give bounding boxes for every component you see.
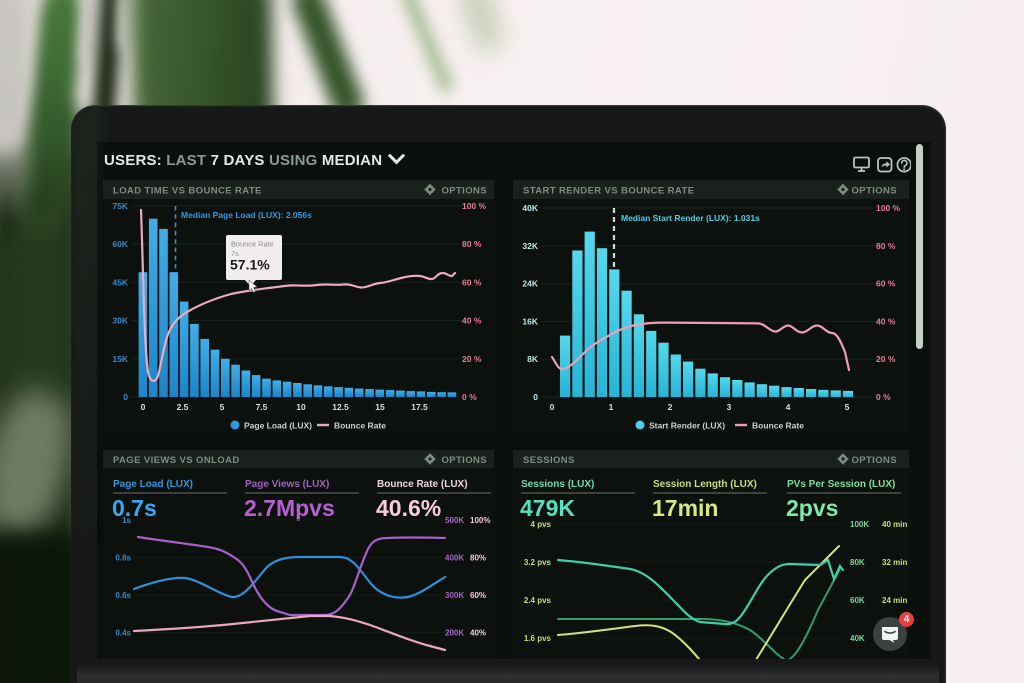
svg-text:40.6%: 40.6%: [376, 495, 441, 521]
svg-text:5: 5: [220, 402, 225, 412]
svg-text:PVs Per Session (LUX): PVs Per Session (LUX): [787, 479, 895, 490]
svg-text:100 %: 100 %: [876, 203, 901, 213]
svg-text:4: 4: [786, 402, 791, 412]
svg-text:Page Load (LUX): Page Load (LUX): [113, 479, 193, 490]
svg-text:7.5: 7.5: [256, 402, 268, 412]
svg-text:17min: 17min: [652, 495, 718, 521]
svg-text:1: 1: [609, 402, 614, 412]
svg-text:Bounce Rate: Bounce Rate: [752, 421, 804, 431]
svg-text:0 %: 0 %: [876, 392, 891, 402]
svg-text:40K: 40K: [850, 634, 865, 643]
svg-text:Bounce Rate: Bounce Rate: [334, 421, 386, 431]
svg-text:60K: 60K: [112, 239, 128, 249]
svg-text:3.2 pvs: 3.2 pvs: [524, 558, 552, 567]
svg-text:200K: 200K: [445, 629, 464, 638]
svg-text:0.4s: 0.4s: [115, 629, 131, 638]
svg-text:0 %: 0 %: [462, 392, 477, 402]
svg-text:7s: 7s: [231, 249, 239, 258]
svg-text:60K: 60K: [850, 596, 865, 605]
svg-text:40 %: 40 %: [462, 316, 482, 326]
svg-text:Page Views (LUX): Page Views (LUX): [245, 479, 329, 490]
svg-text:Session Length (LUX): Session Length (LUX): [653, 479, 757, 490]
svg-text:32 min: 32 min: [882, 558, 907, 567]
svg-text:40 %: 40 %: [876, 316, 896, 326]
svg-text:Bounce Rate (LUX): Bounce Rate (LUX): [377, 479, 468, 490]
svg-text:80 %: 80 %: [462, 239, 482, 249]
svg-text:OPTIONS: OPTIONS: [441, 455, 487, 466]
svg-text:1.6 pvs: 1.6 pvs: [524, 634, 552, 643]
svg-text:45K: 45K: [112, 277, 128, 287]
svg-text:SESSIONS: SESSIONS: [523, 455, 575, 466]
svg-text:2.5: 2.5: [177, 402, 189, 412]
svg-text:80K: 80K: [850, 558, 865, 567]
svg-text:24 min: 24 min: [882, 596, 907, 605]
svg-text:8K: 8K: [527, 354, 539, 364]
svg-text:12.5: 12.5: [332, 402, 349, 412]
svg-text:60 %: 60 %: [462, 277, 482, 287]
svg-text:80%: 80%: [470, 554, 486, 563]
svg-text:100%: 100%: [470, 516, 490, 525]
svg-text:20 %: 20 %: [462, 354, 482, 364]
svg-text:PAGE VIEWS VS ONLOAD: PAGE VIEWS VS ONLOAD: [113, 455, 240, 466]
svg-text:3: 3: [727, 402, 732, 412]
svg-text:0: 0: [123, 392, 128, 402]
svg-text:0: 0: [550, 402, 555, 412]
svg-text:40%: 40%: [470, 629, 486, 638]
svg-text:2: 2: [668, 402, 673, 412]
svg-text:OPTIONS: OPTIONS: [851, 186, 897, 197]
svg-text:Sessions (LUX): Sessions (LUX): [521, 479, 594, 490]
svg-text:400K: 400K: [445, 554, 464, 563]
svg-text:0.8s: 0.8s: [115, 554, 131, 563]
svg-text:START RENDER VS BOUNCE RATE: START RENDER VS BOUNCE RATE: [523, 186, 694, 197]
svg-text:40K: 40K: [522, 203, 538, 213]
svg-text:Median Page Load (LUX): 2.056s: Median Page Load (LUX): 2.056s: [181, 210, 312, 220]
svg-text:60 %: 60 %: [876, 279, 896, 289]
svg-text:20 %: 20 %: [876, 354, 896, 364]
svg-text:2pvs: 2pvs: [786, 495, 838, 521]
svg-text:OPTIONS: OPTIONS: [441, 186, 487, 197]
svg-text:40 min: 40 min: [882, 520, 907, 529]
svg-text:500K: 500K: [445, 516, 464, 525]
svg-text:75K: 75K: [112, 201, 128, 211]
svg-text:OPTIONS: OPTIONS: [851, 455, 897, 466]
svg-text:2.4 pvs: 2.4 pvs: [524, 596, 552, 605]
svg-text:15K: 15K: [112, 354, 128, 364]
svg-text:0.6s: 0.6s: [115, 591, 131, 600]
svg-text:100K: 100K: [850, 520, 869, 529]
svg-text:57.1%: 57.1%: [230, 257, 270, 273]
svg-text:16K: 16K: [522, 316, 538, 326]
svg-text:5: 5: [845, 402, 850, 412]
svg-text:Bounce Rate: Bounce Rate: [231, 240, 274, 249]
svg-text:15: 15: [375, 402, 385, 412]
svg-text:2.7Mpvs: 2.7Mpvs: [244, 495, 335, 521]
svg-text:10: 10: [296, 402, 306, 412]
svg-text:1s: 1s: [122, 516, 131, 525]
svg-text:60%: 60%: [470, 591, 486, 600]
svg-text:0.7s: 0.7s: [112, 495, 157, 521]
svg-text:300K: 300K: [445, 591, 464, 600]
svg-text:80 %: 80 %: [876, 241, 896, 251]
svg-text:24K: 24K: [522, 279, 538, 289]
svg-text:Median Start Render (LUX): 1.0: Median Start Render (LUX): 1.031s: [621, 213, 760, 223]
svg-text:4 pvs: 4 pvs: [531, 520, 552, 529]
svg-text:17.5: 17.5: [411, 402, 428, 412]
svg-text:0: 0: [141, 402, 146, 412]
svg-text:32K: 32K: [522, 241, 538, 251]
svg-text:100 %: 100 %: [462, 201, 487, 211]
svg-text:30K: 30K: [112, 316, 128, 326]
svg-text:Page Load (LUX): Page Load (LUX): [244, 421, 312, 431]
svg-text:LOAD TIME VS BOUNCE RATE: LOAD TIME VS BOUNCE RATE: [113, 186, 262, 197]
svg-text:479K: 479K: [520, 495, 575, 521]
svg-text:Start Render (LUX): Start Render (LUX): [649, 421, 725, 431]
svg-text:0: 0: [533, 392, 538, 402]
